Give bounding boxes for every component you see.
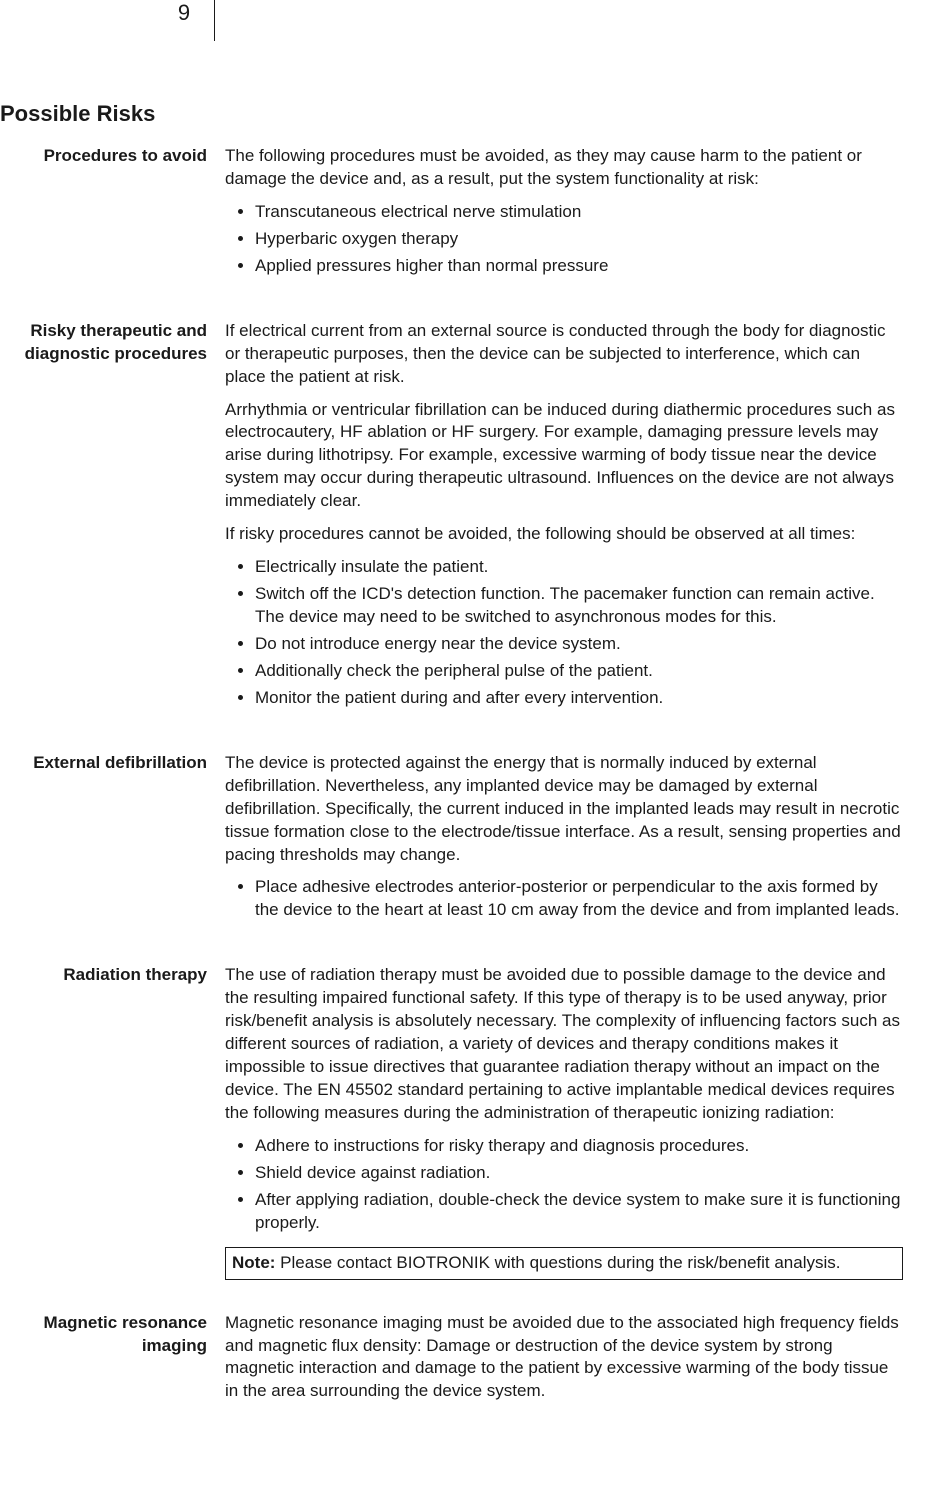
entry-procedures-to-avoid: Procedures to avoid The following proced…	[0, 145, 903, 288]
paragraph: Arrhythmia or ventricular fibrillation c…	[225, 399, 903, 514]
entry-risky-procedures: Risky therapeutic and diagnostic procedu…	[0, 320, 903, 720]
list-item: Place adhesive electrodes anterior-poste…	[255, 876, 903, 922]
list-item: Applied pressures higher than normal pre…	[255, 255, 903, 278]
section-heading: Possible Risks	[0, 101, 903, 127]
note-box: Note: Please contact BIOTRONIK with ques…	[225, 1247, 903, 1280]
list-item: Hyperbaric oxygen therapy	[255, 228, 903, 251]
entry-label: External defibrillation	[0, 752, 225, 933]
note-label: Note:	[232, 1253, 275, 1272]
entry-external-defibrillation: External defibrillation The device is pr…	[0, 752, 903, 933]
entry-label: Radiation therapy	[0, 964, 225, 1279]
entry-body: If electrical current from an external s…	[225, 320, 903, 720]
bullet-list: Transcutaneous electrical nerve stimulat…	[225, 201, 903, 278]
page-number-block: 9	[160, 0, 215, 41]
list-item: Additionally check the peripheral pulse …	[255, 660, 903, 683]
list-item: After applying radiation, double-check t…	[255, 1189, 903, 1235]
note-text: Please contact BIOTRONIK with questions …	[275, 1253, 840, 1272]
paragraph: Magnetic resonance imaging must be avoid…	[225, 1312, 903, 1404]
list-item: Electrically insulate the patient.	[255, 556, 903, 579]
paragraph: The device is protected against the ener…	[225, 752, 903, 867]
paragraph: If electrical current from an external s…	[225, 320, 903, 389]
entry-body: The use of radiation therapy must be avo…	[225, 964, 903, 1279]
list-item: Transcutaneous electrical nerve stimulat…	[255, 201, 903, 224]
list-item: Shield device against radiation.	[255, 1162, 903, 1185]
entry-label: Procedures to avoid	[0, 145, 225, 288]
paragraph: If risky procedures cannot be avoided, t…	[225, 523, 903, 546]
entry-label: Risky therapeutic and diagnostic procedu…	[0, 320, 225, 720]
entry-label: Magnetic resonance imaging	[0, 1312, 225, 1414]
paragraph: The following procedures must be avoided…	[225, 145, 903, 191]
entry-body: Magnetic resonance imaging must be avoid…	[225, 1312, 903, 1414]
bullet-list: Electrically insulate the patient. Switc…	[225, 556, 903, 710]
page: 9 Possible Risks Procedures to avoid The…	[0, 0, 943, 1485]
list-item: Adhere to instructions for risky therapy…	[255, 1135, 903, 1158]
list-item: Do not introduce energy near the device …	[255, 633, 903, 656]
bullet-list: Adhere to instructions for risky therapy…	[225, 1135, 903, 1235]
entry-body: The device is protected against the ener…	[225, 752, 903, 933]
page-number: 9	[160, 0, 214, 26]
list-item: Monitor the patient during and after eve…	[255, 687, 903, 710]
entry-radiation-therapy: Radiation therapy The use of radiation t…	[0, 964, 903, 1279]
entry-body: The following procedures must be avoided…	[225, 145, 903, 288]
page-number-rule	[214, 0, 215, 41]
entry-mri: Magnetic resonance imaging Magnetic reso…	[0, 1312, 903, 1414]
list-item: Switch off the ICD's detection function.…	[255, 583, 903, 629]
paragraph: The use of radiation therapy must be avo…	[225, 964, 903, 1125]
bullet-list: Place adhesive electrodes anterior-poste…	[225, 876, 903, 922]
